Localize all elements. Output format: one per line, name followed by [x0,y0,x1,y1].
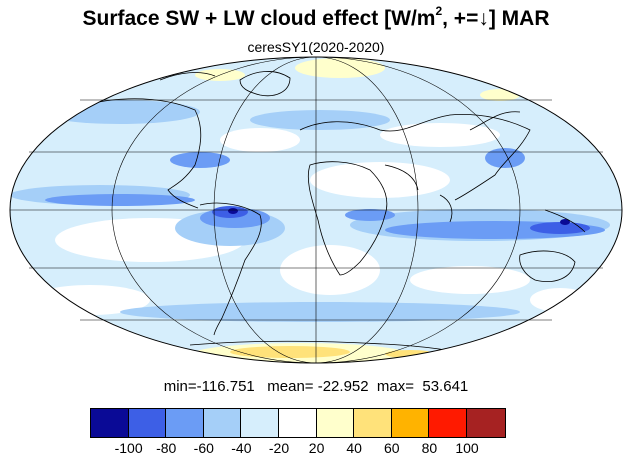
coastlines [69,71,586,357]
colorbar-tick-label: 20 [308,440,325,456]
colorbar-tick-label: 40 [346,440,362,456]
colorbar-cell [278,409,317,437]
colorbar-tick-label: 60 [384,440,400,456]
colorbar-cell [166,409,204,437]
map-title: Surface SW + LW cloud effect [W/m2, +=↓]… [82,4,550,30]
colorbar-cell [429,409,467,437]
colorbar-cell [203,409,242,437]
colorbar-cell [91,409,129,437]
colorbar-cell [128,409,167,437]
colorbar-tick-label: -80 [156,440,177,456]
colorbar-tick-label: -40 [231,440,252,456]
colorbar-cell [466,409,505,437]
colorbar-tick-label: -20 [268,440,290,456]
map-plot [9,56,623,364]
colorbar [90,408,506,438]
colorbar-tick-label: 100 [455,440,479,456]
colorbar-cell [241,409,279,437]
map-subtitle: ceresSY1(2020-2020) [247,39,385,55]
colorbar-cell [354,409,392,437]
map-border [9,56,623,364]
colorbar-tick-label: -100 [114,440,143,456]
colorbar-cell [391,409,430,437]
colorbar-tick-label: -60 [193,440,214,456]
colorbar-cell [316,409,355,437]
field-statistics: min=-116.751 mean= -22.952 max= 53.641 [163,378,469,395]
colorbar-tick-label: 80 [421,440,438,456]
